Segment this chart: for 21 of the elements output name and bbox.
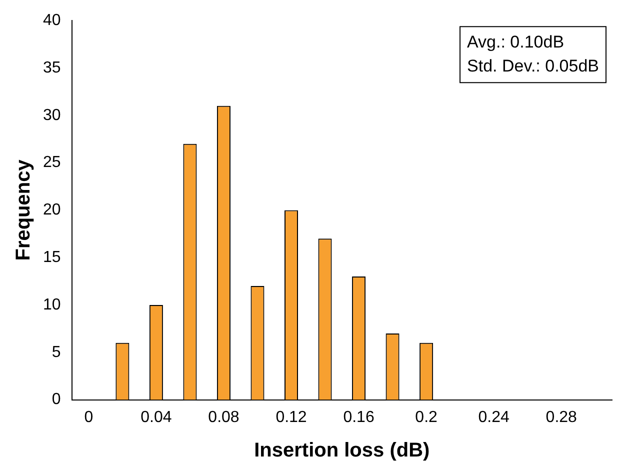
y-axis-title: Frequency xyxy=(12,158,35,261)
x-tick-label: 0.04 xyxy=(140,408,172,426)
annotation: Std. Dev.: 0.05dB xyxy=(467,56,599,76)
x-tick-label: 0 xyxy=(84,408,94,426)
y-tick-label: 35 xyxy=(43,59,61,76)
y-tick-label: 40 xyxy=(43,12,61,30)
y-tick-label: 25 xyxy=(43,154,61,172)
y-tick-label: 10 xyxy=(43,296,61,314)
x-tick-label: 0.16 xyxy=(343,408,374,426)
x-tick-label: 0.12 xyxy=(276,408,307,426)
x-tick-label: 0.28 xyxy=(546,408,578,426)
y-tick-label: 5 xyxy=(52,344,61,361)
y-tick-label: 0 xyxy=(52,391,61,408)
y-tick-label: 15 xyxy=(43,249,61,266)
y-tick-label: 20 xyxy=(43,202,61,219)
annotation: Avg.: 0.10dB xyxy=(467,32,564,52)
x-tick-label: 0.2 xyxy=(415,408,438,426)
x-axis-title: Insertion loss (dB) xyxy=(254,440,430,462)
x-tick-label: 0.24 xyxy=(478,408,510,426)
x-tick-label: 0.08 xyxy=(208,408,240,426)
y-tick-label: 30 xyxy=(43,106,61,124)
